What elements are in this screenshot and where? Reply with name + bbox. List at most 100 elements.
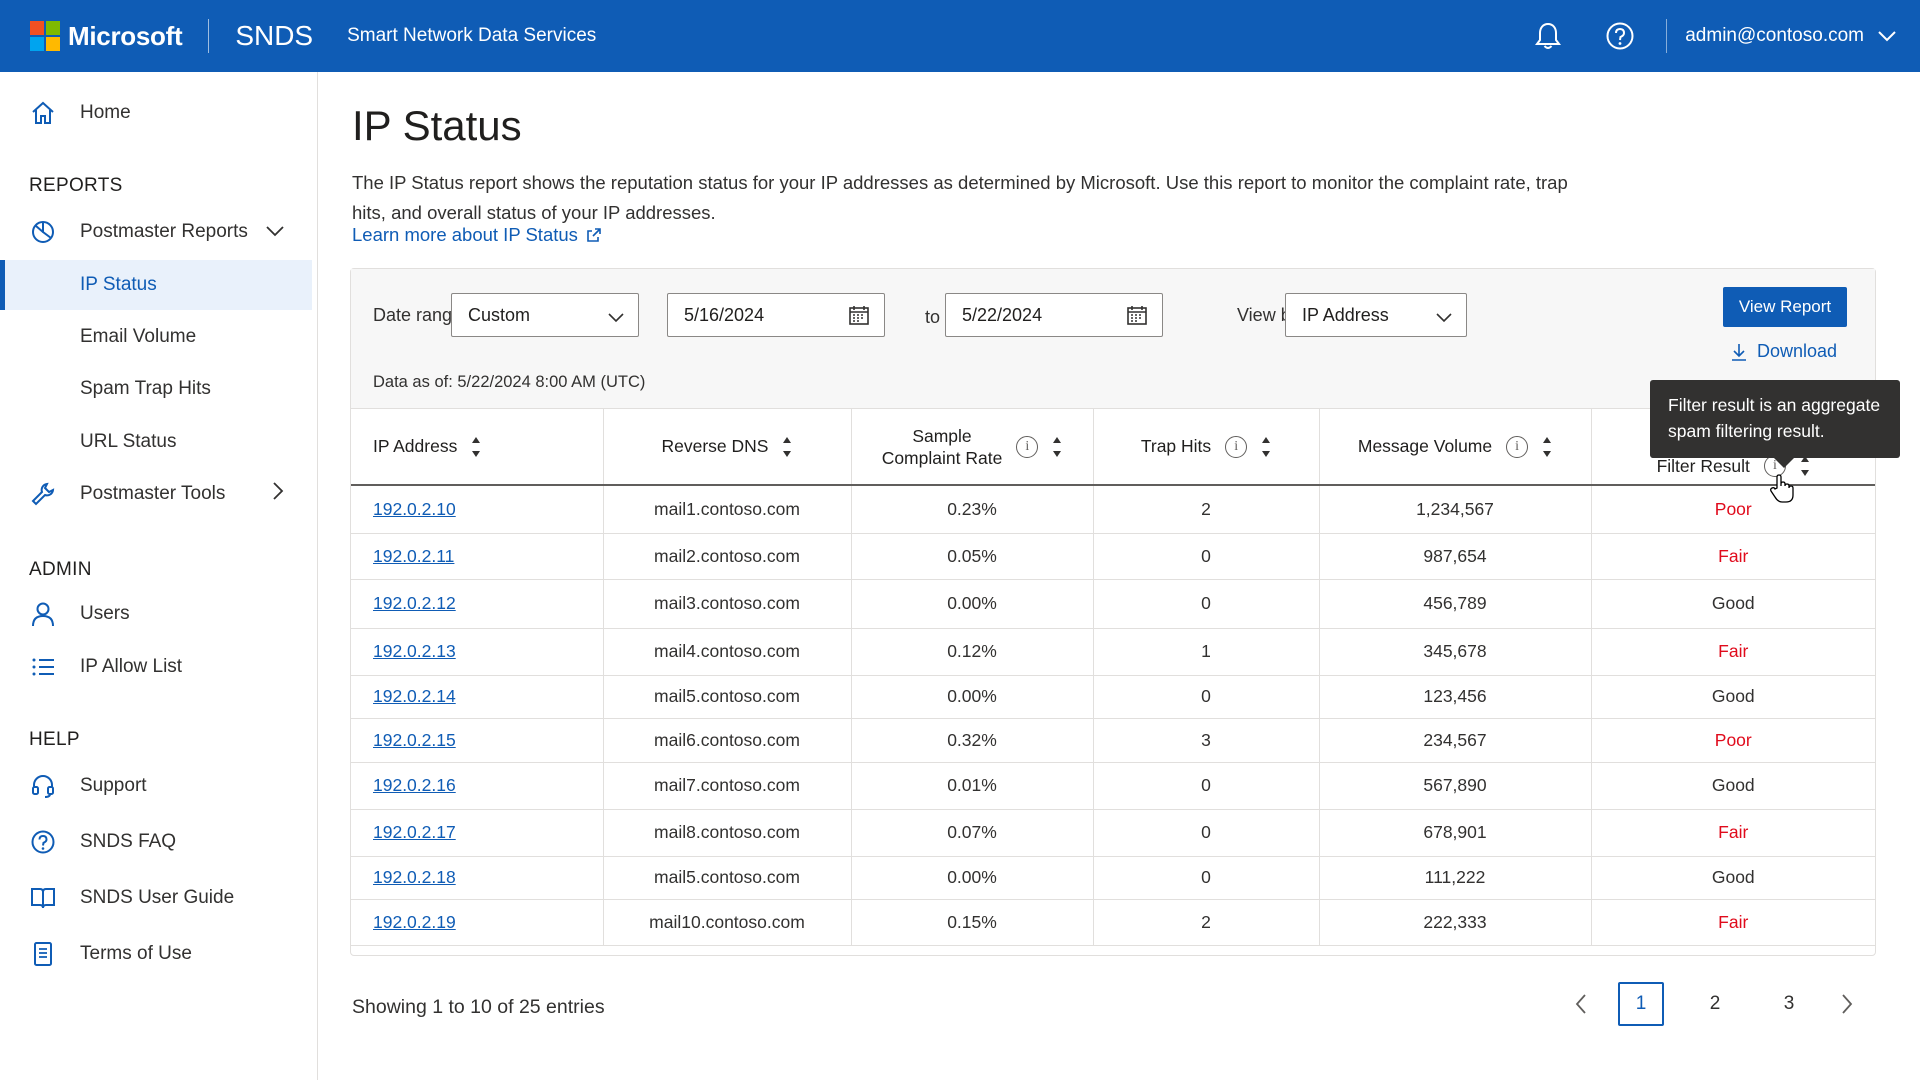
cell-trap-hits: 0 [1093, 579, 1320, 629]
sidebar-item-ip-allow-list[interactable]: IP Allow List [0, 642, 312, 692]
to-label: to [925, 307, 941, 327]
chevron-right-icon [272, 482, 284, 506]
page-button-2[interactable]: 2 [1709, 993, 1721, 1014]
table-row: 192.0.2.17 mail8.contoso.com 0.07% 0 678,901… [351, 809, 1875, 857]
cell-message-volume: 234,567 [1319, 718, 1592, 763]
ip-link[interactable]: 192.0.2.12 [373, 593, 456, 613]
cell-trap-hits: 0 [1093, 533, 1320, 580]
ip-link[interactable]: 192.0.2.15 [373, 729, 456, 750]
help-button[interactable] [1584, 0, 1656, 72]
col-label: Trap Hits [1140, 436, 1212, 456]
product-name[interactable]: SNDS [235, 20, 314, 51]
end-date-input[interactable]: 5/22/2024 [945, 293, 1163, 337]
page-description: The IP Status report shows the reputatio… [352, 172, 1568, 223]
cell-ip: 192.0.2.10 [351, 485, 604, 534]
ip-link[interactable]: 192.0.2.16 [373, 775, 456, 795]
sidebar-item-users[interactable]: Users [0, 589, 312, 639]
account-email: admin@contoso.com [1685, 25, 1864, 46]
prev-page-button[interactable] [1566, 982, 1596, 1026]
cell-filter-result: Fair [1591, 533, 1875, 580]
question-icon [28, 827, 58, 857]
top-bar: Microsoft SNDS Smart Network Data Servic… [0, 0, 1920, 72]
info-icon[interactable]: i [1506, 435, 1529, 458]
col-message-volume[interactable]: Message Volume i [1319, 409, 1592, 486]
wrench-icon [28, 479, 58, 509]
sidebar-item-spam-trap-hits[interactable]: Spam Trap Hits [0, 364, 312, 414]
cell-complaint-rate: 0.15% [851, 899, 1094, 946]
sidebar-item-ip-status[interactable]: IP Status [0, 260, 312, 310]
table-body: 192.0.2.10 mail1.contoso.com 0.23% 2 1,234,5… [351, 485, 1875, 946]
ip-link[interactable]: 192.0.2.11 [373, 545, 455, 566]
start-date-input[interactable]: 5/16/2024 [667, 293, 885, 337]
topbar-divider-right [1666, 19, 1668, 53]
col-label-line1: Sample [912, 425, 972, 446]
next-page-button[interactable] [1832, 982, 1862, 1026]
page-button-1[interactable]: 1 [1618, 982, 1664, 1026]
view-by-select[interactable]: IP Address [1285, 293, 1467, 337]
info-icon[interactable]: i [1016, 435, 1039, 458]
report-card: Date range: Custom 5/16/2024 to 5/22/202… [350, 268, 1876, 956]
sidebar-item-snds-faq[interactable]: SNDS FAQ [0, 817, 312, 867]
date-range-select[interactable]: Custom [451, 293, 639, 337]
sidebar-item-label: SNDS FAQ [80, 831, 177, 852]
col-trap-hits[interactable]: Trap Hits i [1093, 409, 1320, 486]
learn-more-link[interactable]: Learn more about IP Status [352, 224, 602, 246]
ip-link[interactable]: 192.0.2.13 [373, 641, 456, 661]
table-row: 192.0.2.15 mail6.contoso.com 0.32% 3 234,567… [351, 718, 1875, 763]
sidebar-item-postmaster-reports[interactable]: Postmaster Reports [0, 207, 312, 257]
cell-filter-result: Good [1591, 762, 1875, 810]
sidebar-item-support[interactable]: Support [0, 761, 312, 811]
ip-link[interactable]: 192.0.2.18 [373, 867, 456, 887]
cell-message-volume: 111,222 [1319, 856, 1592, 900]
sort-icon [1052, 435, 1062, 459]
sidebar-item-label: SNDS User Guide [80, 887, 235, 908]
col-ip-address[interactable]: IP Address [351, 409, 604, 486]
ip-link[interactable]: 192.0.2.17 [373, 822, 456, 842]
table-row: 192.0.2.10 mail1.contoso.com 0.23% 2 1,234,5… [351, 485, 1875, 534]
list-icon [28, 652, 58, 682]
sidebar-item-label: URL Status [80, 431, 177, 452]
notifications-button[interactable] [1512, 0, 1584, 72]
table-row: 192.0.2.16 mail7.contoso.com 0.01% 0 567,890… [351, 762, 1875, 810]
pagination: 1 2 3 [1566, 982, 1862, 1026]
ip-link[interactable]: 192.0.2.19 [373, 911, 456, 932]
topbar-divider [208, 19, 210, 53]
info-icon[interactable]: i [1225, 435, 1248, 458]
sidebar-item-home[interactable]: Home [0, 88, 312, 138]
cell-reverse-dns: mail10.contoso.com [603, 899, 852, 946]
cell-reverse-dns: mail6.contoso.com [603, 718, 852, 763]
col-reverse-dns[interactable]: Reverse DNS [603, 409, 852, 486]
ip-link[interactable]: 192.0.2.10 [373, 498, 456, 519]
sort-icon [1800, 454, 1810, 478]
view-report-button[interactable]: View Report [1723, 287, 1847, 327]
ip-link[interactable]: 192.0.2.14 [373, 686, 456, 706]
table-row: 192.0.2.18 mail5.contoso.com 0.00% 0 111,222… [351, 856, 1875, 900]
cell-message-volume: 678,901 [1319, 809, 1592, 857]
download-link[interactable]: Download [1731, 341, 1837, 362]
sidebar-item-label: Postmaster Tools [80, 483, 226, 504]
sidebar-item-label: Home [80, 102, 131, 123]
cell-message-volume: 123,456 [1319, 675, 1592, 719]
cell-ip: 192.0.2.14 [351, 675, 604, 719]
cell-complaint-rate: 0.00% [851, 579, 1094, 629]
microsoft-logo[interactable]: Microsoft [30, 21, 183, 52]
cell-filter-result: Good [1591, 579, 1875, 629]
chevron-down-icon [266, 221, 284, 243]
sidebar-item-label: IP Status [80, 274, 157, 295]
cell-message-volume: 987,654 [1319, 533, 1592, 580]
sidebar-item-email-volume[interactable]: Email Volume [0, 312, 312, 362]
download-label: Download [1757, 341, 1838, 361]
sidebar-item-url-status[interactable]: URL Status [0, 417, 312, 467]
bell-icon [1535, 22, 1562, 49]
sidebar-item-terms-of-use[interactable]: Terms of Use [0, 929, 312, 979]
cell-ip: 192.0.2.13 [351, 628, 604, 676]
sort-icon [1261, 435, 1271, 459]
sidebar-item-snds-user-guide[interactable]: SNDS User Guide [0, 873, 312, 923]
col-sample-complaint-rate[interactable]: Sample Complaint Rate i [851, 409, 1094, 486]
account-menu[interactable]: admin@contoso.com [1685, 25, 1896, 47]
page-button-3[interactable]: 3 [1783, 993, 1795, 1014]
chevron-down-icon [1878, 31, 1896, 42]
document-icon [28, 939, 58, 969]
sidebar-item-postmaster-tools[interactable]: Postmaster Tools [0, 469, 312, 519]
cell-complaint-rate: 0.32% [851, 718, 1094, 763]
